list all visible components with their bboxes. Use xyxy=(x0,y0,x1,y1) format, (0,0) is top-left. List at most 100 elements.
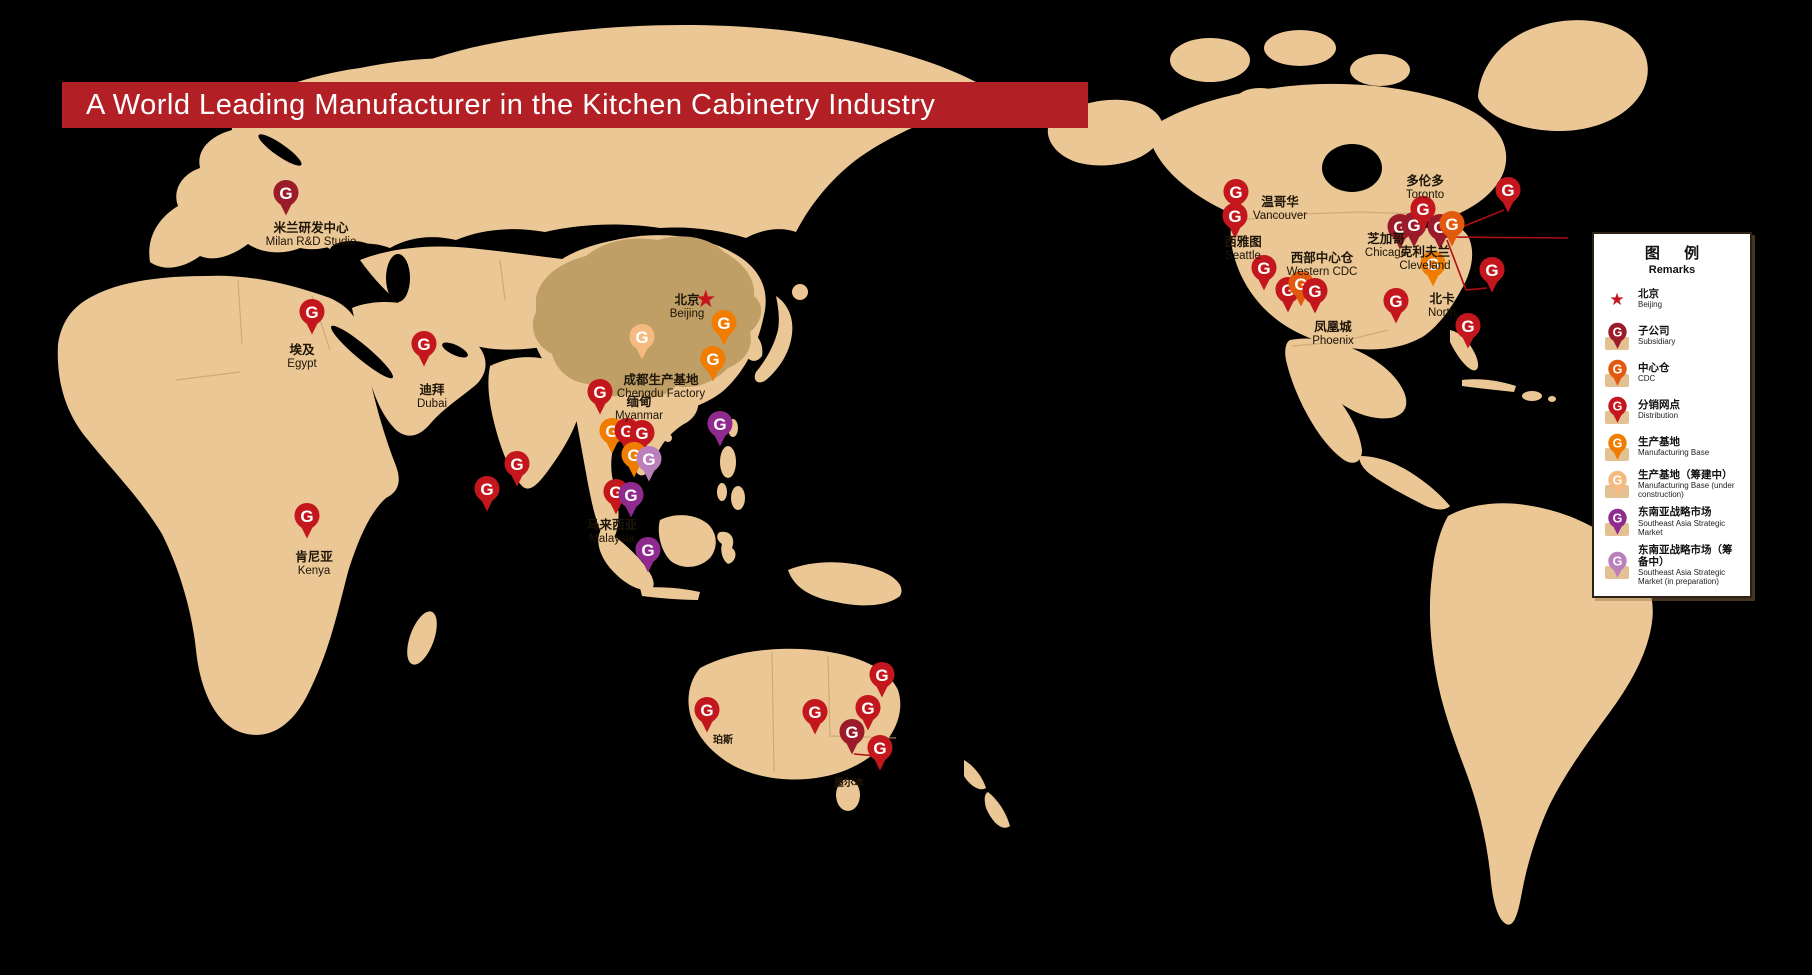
svg-text:G: G xyxy=(1485,261,1498,280)
svg-text:G: G xyxy=(1426,255,1439,274)
legend-item-manufacturing_uc: G 生产基地（筹建中） Manufacturing Base (under cons… xyxy=(1602,469,1742,499)
svg-text:G: G xyxy=(717,314,730,333)
map-label: 缅甸 Myanmar xyxy=(615,395,663,422)
map-pin-manufacturing: G xyxy=(710,309,738,347)
legend-item-beijing-star: ★ 北京 Beijing xyxy=(1602,284,1742,314)
svg-text:G: G xyxy=(1416,200,1429,219)
map-pin-distribution: G xyxy=(1494,176,1522,214)
svg-text:G: G xyxy=(417,335,430,354)
manufacturing-pin-icon: G xyxy=(1602,432,1632,462)
svg-text:G: G xyxy=(861,699,874,718)
headline-text: A World Leading Manufacturer in the Kitc… xyxy=(86,88,936,121)
map-pin-distribution: G xyxy=(1222,178,1250,216)
svg-text:G: G xyxy=(1612,474,1622,488)
legend-item-cdc: G 中心仓 CDC xyxy=(1602,358,1742,388)
map-pin-distribution: G xyxy=(628,419,656,457)
svg-text:G: G xyxy=(510,455,523,474)
svg-text:G: G xyxy=(1389,292,1402,311)
map-pin-distribution: G xyxy=(1454,312,1482,350)
map-label: 西雅图 Seattle xyxy=(1224,235,1262,262)
svg-text:G: G xyxy=(845,723,858,742)
map-label: 西部中心仓 Western CDC xyxy=(1286,251,1358,278)
svg-text:G: G xyxy=(706,350,719,369)
map-pin-sea_market: G xyxy=(617,481,645,519)
cdc-pin-icon: G xyxy=(1602,358,1632,388)
map-pin-sea_market: G xyxy=(706,410,734,448)
map-label: 克利夫兰 Cleveland xyxy=(1399,245,1451,272)
svg-text:G: G xyxy=(635,424,648,443)
svg-text:G: G xyxy=(1229,183,1242,202)
map-label: 温哥华 Vancouver xyxy=(1252,195,1308,222)
distribution-pin-icon: G xyxy=(1602,395,1632,425)
map-label: 珀斯 xyxy=(713,735,733,746)
svg-text:G: G xyxy=(1612,555,1622,569)
map-pin-distribution: G xyxy=(1382,287,1410,325)
svg-text:G: G xyxy=(875,666,888,685)
map-pin-manufacturing: G xyxy=(699,345,727,383)
map-pin-distribution: G xyxy=(1409,195,1437,233)
svg-text:G: G xyxy=(1308,282,1321,301)
map-pin-manufacturing: G xyxy=(1419,250,1447,288)
map-label: 芝加哥 Chicago xyxy=(1364,232,1408,259)
map-pin-distribution: G xyxy=(1250,254,1278,292)
legend-title-zh: 图 例 xyxy=(1644,245,1710,262)
svg-text:G: G xyxy=(1612,326,1622,340)
legend: 图 例 Remarks ★ 北京 Beijing G 子公司 Subsidiary G 中心仓… xyxy=(1592,232,1752,599)
map-label: 肯尼亚 Kenya xyxy=(295,550,333,577)
sea_market_prep-pin-icon: G xyxy=(1602,550,1632,580)
map-label: 埃及 Egypt xyxy=(287,343,317,370)
map-pin-distribution: G xyxy=(693,696,721,734)
map-pin-distribution: G xyxy=(586,378,614,416)
svg-text:G: G xyxy=(808,703,821,722)
svg-text:G: G xyxy=(1407,216,1420,235)
headline-banner: A World Leading Manufacturer in the Kitc… xyxy=(62,82,1088,128)
map-pin-sea_market: G xyxy=(634,536,662,574)
map-pin-distribution: G xyxy=(1301,277,1329,315)
svg-text:G: G xyxy=(1612,437,1622,451)
map-label: 迪拜 Dubai xyxy=(416,383,448,410)
svg-text:G: G xyxy=(480,480,493,499)
map-pin-subsidiary: G xyxy=(272,179,300,217)
map-pin-distribution: G xyxy=(854,694,882,732)
legend-title-en: Remarks xyxy=(1648,264,1696,276)
svg-text:G: G xyxy=(1501,181,1514,200)
map-label: 米兰研发中心 Milan R&D Studio xyxy=(265,221,357,248)
svg-text:G: G xyxy=(641,541,654,560)
map-pin-distribution: G xyxy=(503,450,531,488)
map-pin-subsidiary: G xyxy=(838,718,866,756)
svg-text:G: G xyxy=(279,184,292,203)
svg-text:G: G xyxy=(300,507,313,526)
subsidiary-pin-icon: G xyxy=(1602,321,1632,351)
svg-text:G: G xyxy=(642,450,655,469)
svg-text:G: G xyxy=(713,415,726,434)
svg-text:G: G xyxy=(1612,363,1622,377)
legend-item-sea_market_prep: G 东南亚战略市场（筹备中） Southeast Asia Strategic Ma… xyxy=(1602,544,1742,587)
map-pin-distribution: G xyxy=(410,330,438,368)
beijing-star-icon: ★ xyxy=(1609,289,1625,309)
legend-item-distribution: G 分销网点 Distribution xyxy=(1602,395,1742,425)
map-pin-distribution: G xyxy=(868,661,896,699)
map-label: 多伦多 Toronto xyxy=(1405,174,1445,201)
svg-text:G: G xyxy=(1257,259,1270,278)
svg-text:G: G xyxy=(624,486,637,505)
svg-text:G: G xyxy=(1228,207,1241,226)
svg-text:G: G xyxy=(700,701,713,720)
map-pin-distribution: G xyxy=(293,502,321,540)
beijing-star-icon: ★ xyxy=(695,286,717,313)
map-label: 马来西亚 Malaysia xyxy=(586,518,638,545)
map-label: 成都生产基地 Chengdu Factory xyxy=(616,373,706,400)
svg-text:G: G xyxy=(1612,511,1622,525)
legend-item-sea_market: G 东南亚战略市场 Southeast Asia Strategic Market xyxy=(1602,506,1742,537)
legend-item-manufacturing: G 生产基地 Manufacturing Base xyxy=(1602,432,1742,462)
svg-text:G: G xyxy=(305,303,318,322)
map-pin-sea_market_prep: G xyxy=(635,445,663,483)
map-pin-distribution: G xyxy=(801,698,829,736)
manufacturing_uc-pin-icon: G xyxy=(1602,469,1632,499)
legend-item-subsidiary: G 子公司 Subsidiary xyxy=(1602,321,1742,351)
map-pin-distribution: G xyxy=(473,475,501,513)
svg-text:G: G xyxy=(635,328,648,347)
map-label: 凤凰城 Phoenix xyxy=(1312,320,1354,347)
map-pin-manufacturing_uc: G xyxy=(628,323,656,361)
map-label: 墨尔本 xyxy=(834,778,864,789)
